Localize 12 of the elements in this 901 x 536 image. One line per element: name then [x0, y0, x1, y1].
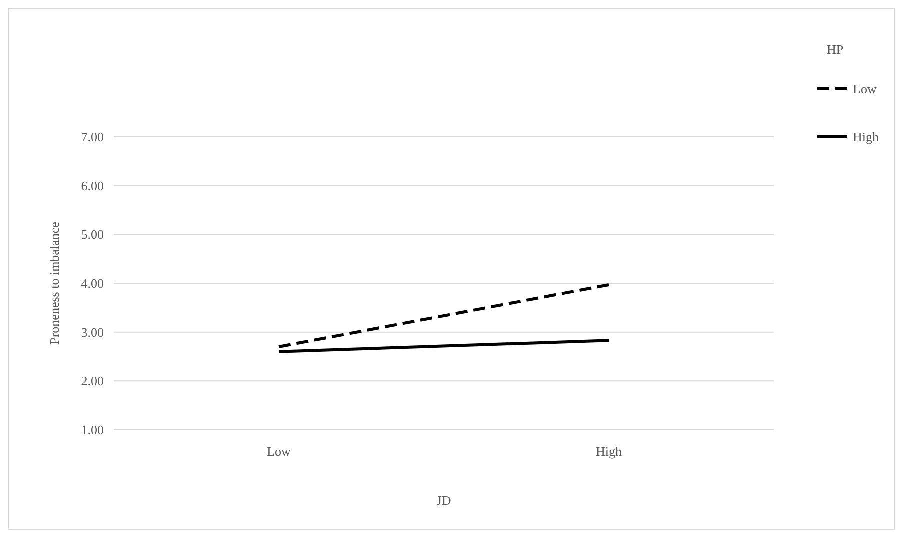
y-tick-label: 1.00: [81, 422, 104, 438]
legend-label: Low: [853, 82, 878, 97]
legend-title: HP: [827, 42, 844, 57]
y-tick-label: 3.00: [81, 324, 104, 340]
legend-label: High: [853, 130, 880, 145]
y-tick-label: 2.00: [81, 374, 104, 389]
x-axis-title: JD: [436, 493, 452, 508]
y-tick-label: 6.00: [81, 178, 104, 194]
y-tick-label: 7.00: [81, 130, 104, 145]
y-tick-label: 4.00: [81, 276, 104, 292]
y-axis-title: Proneness to imbalance: [47, 222, 62, 345]
y-tick-label: 5.00: [81, 227, 104, 242]
